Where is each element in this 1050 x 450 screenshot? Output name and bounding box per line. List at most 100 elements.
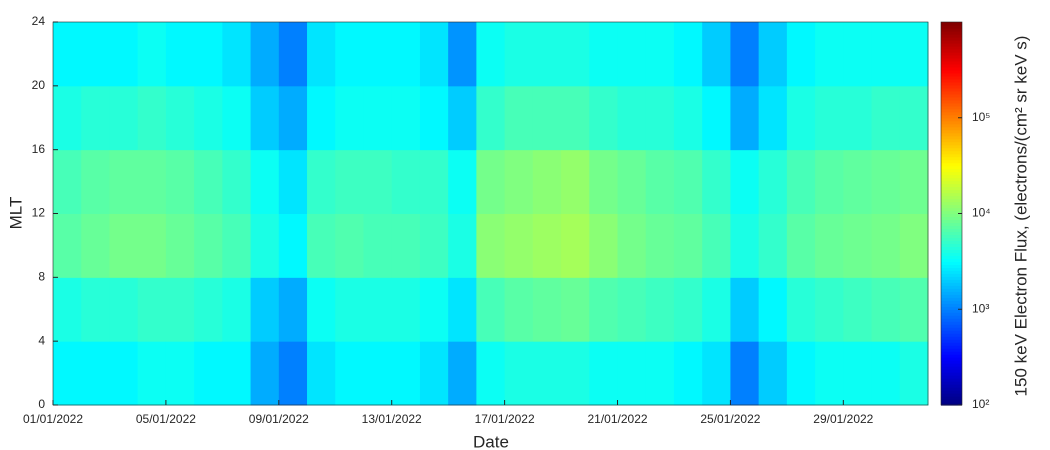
colorbar-step [941,231,962,236]
heatmap-cell [363,85,393,151]
heatmap-cell [702,213,731,278]
heatmap-cell [786,149,816,214]
heatmap-cell [448,22,477,87]
colorbar-step [941,273,962,277]
heatmap-cell [250,149,280,214]
colorbar-step [941,159,962,164]
heatmap-cell [730,22,760,87]
colorbar-step [941,102,962,107]
heatmap-cell [419,277,449,342]
colorbar-step [941,237,962,242]
heatmap-cell [448,85,477,151]
heatmap-cell [194,85,223,151]
colorbar-step [941,30,962,35]
colorbar-step [941,270,962,274]
colorbar-step [941,360,962,364]
heatmap-cell [81,22,110,87]
heatmap-cell [843,149,873,214]
colorbar-step [941,48,962,53]
heatmap-cell [871,277,901,342]
colorbar-step [941,294,962,298]
heatmap-cell [165,85,195,151]
y-tick-label: 16 [32,142,46,156]
heatmap-cell [815,213,844,278]
colorbar-step [941,174,962,179]
heatmap-cell [899,341,929,406]
y-tick-label: 4 [38,333,45,347]
x-tick-label: 05/01/2022 [136,412,196,426]
heatmap-cell [476,341,506,406]
heatmap-cell [335,149,364,214]
x-tick-label: 13/01/2022 [362,412,422,426]
heatmap-cell [307,22,336,87]
colorbar-step [941,366,962,370]
colorbar-step [941,189,962,194]
heatmap-cell [730,213,760,278]
heatmap-cell [617,22,647,87]
heatmap-cell [843,277,873,342]
heatmap-cell [278,213,308,278]
heatmap-cell [645,149,675,214]
heatmap-cell [391,213,421,278]
colorbar-step [941,351,962,355]
heatmap-cell [307,85,336,151]
colorbar-step [941,225,962,230]
heatmap-cell [250,277,280,342]
heatmap-cell [335,341,364,406]
colorbar-step [941,201,962,206]
heatmap-cell [504,85,534,151]
colorbar-step [941,363,962,367]
heatmap-cell [53,341,82,406]
heatmap-cell [589,277,619,342]
colorbar-step [941,135,962,140]
heatmap-cell [532,85,562,151]
heatmap-cell [194,277,223,342]
heatmap-cell [335,22,364,87]
colorbar-step [941,402,962,406]
colorbar-step [941,336,962,340]
heatmap-cell [899,22,929,87]
colorbar-step [941,357,962,361]
heatmap-cell [250,341,280,406]
heatmap-cell [391,149,421,214]
colorbar-tick-label: 10⁴ [972,206,991,220]
colorbar-step [941,354,962,358]
colorbar-step [941,144,962,149]
y-tick-label: 20 [32,78,46,92]
heatmap-cell [109,149,139,214]
colorbar-step [941,255,962,259]
colorbar-step [941,120,962,125]
heatmap-cell [363,277,393,342]
colorbar-step [941,279,962,283]
colorbar-label: 150 keV Electron Flux, (electrons/(cm² s… [1011,36,1030,397]
heatmap-cell [758,277,788,342]
colorbar-step [941,36,962,41]
heatmap-cell [137,22,167,87]
heatmap-cell [589,85,619,151]
colorbar-step [941,315,962,319]
heatmap-cell [109,341,139,406]
heatmap-cell [222,277,252,342]
heatmap-cell [222,22,252,87]
heatmap-cell [815,85,844,151]
colorbar-step [941,198,962,203]
colorbar-step [941,60,962,65]
heatmap-cell [391,85,421,151]
heatmap-cell [561,277,590,342]
colorbar-step [941,99,962,104]
heatmap-cell [278,341,308,406]
heatmap-cell [702,22,731,87]
colorbar-step [941,285,962,289]
colorbar-step [941,282,962,286]
colorbar-tick-label: 10⁵ [972,110,990,124]
colorbar-step [941,375,962,379]
heatmap-cell [532,213,562,278]
colorbar-step [941,318,962,322]
heatmap-cell [702,85,731,151]
heatmap-cell [137,213,167,278]
heatmap-cell [532,22,562,87]
heatmap-cell [419,341,449,406]
heatmap-cell [871,213,901,278]
heatmap-cell [702,149,731,214]
heatmap-cell [645,341,675,406]
